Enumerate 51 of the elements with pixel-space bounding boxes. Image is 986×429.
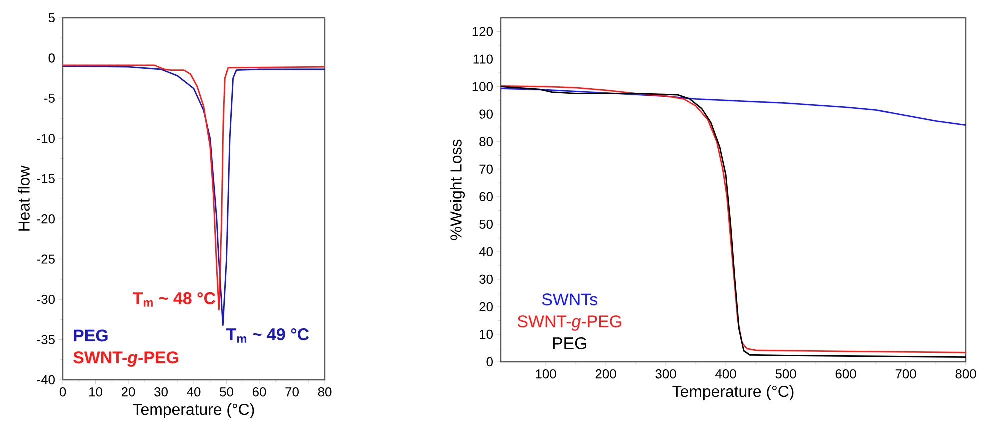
annotation: T$_{m}$ ~ 49 °C [226, 328, 310, 343]
y-tick-label: -5 [44, 94, 55, 103]
x-tick-label: 0 [60, 388, 66, 397]
y-tick-label: 120 [472, 27, 493, 36]
annotation: T$_{m}$ ~ 48 °C [132, 292, 216, 307]
y-tick-label: -40 [37, 375, 55, 385]
y-tick-label: 60 [480, 192, 493, 202]
y-tick-label: -20 [37, 214, 55, 224]
x-tick-label: 50 [220, 388, 234, 397]
x-tick-label: 300 [656, 370, 676, 379]
y-tick-label: 20 [480, 302, 493, 312]
x-tick-label: 10 [90, 388, 102, 397]
x-tick-label: 20 [122, 388, 136, 397]
y-axis-title: %Weight Loss [450, 140, 466, 240]
text: SWNT-g-PEG [74, 352, 178, 367]
text: PEG [74, 330, 108, 342]
y-axis-title: Heat flow [18, 166, 30, 231]
y-tick-label: 0 [48, 54, 55, 63]
x-tick-label: 60 [252, 388, 266, 397]
y-tick-label: 80 [480, 137, 493, 146]
x-tick-label: 500 [776, 370, 796, 379]
x-axis-title: Temperature (°C) [672, 386, 794, 400]
y-tick-label: 90 [480, 110, 493, 119]
x-axis-title: Temperature (°C) [133, 404, 254, 418]
y-tick-label: 0 [486, 357, 493, 367]
y-tick-label: 10 [480, 330, 493, 340]
x-tick-label: 700 [896, 370, 916, 379]
y-tick-label: -15 [37, 174, 55, 184]
text: SWNT-g-PEG [518, 316, 622, 331]
y-tick-label: -10 [37, 134, 55, 144]
x-tick-label: 800 [956, 370, 976, 379]
y-tick-label: -25 [37, 254, 55, 264]
y-tick-label: 100 [472, 82, 493, 92]
x-tick-label: 40 [187, 388, 201, 397]
y-tick-label: 5 [48, 13, 55, 23]
y-tick-label: 110 [474, 54, 493, 64]
x-tick-label: 30 [154, 388, 168, 397]
text: SWNTs [542, 294, 598, 306]
y-tick-label: 30 [480, 274, 493, 284]
text: PEG [553, 338, 586, 350]
x-tick-label: 100 [536, 370, 556, 379]
y-tick-label: 40 [479, 247, 493, 257]
y-tick-label: -35 [37, 335, 55, 344]
x-tick-label: 200 [596, 370, 616, 379]
x-tick-label: 600 [836, 370, 856, 379]
y-tick-label: 70 [480, 164, 493, 174]
x-tick-label: 70 [286, 388, 299, 397]
y-tick-label: -30 [37, 294, 55, 304]
y-tick-label: 50 [480, 220, 493, 229]
x-tick-label: 80 [318, 388, 332, 397]
x-tick-label: 400 [716, 370, 736, 379]
